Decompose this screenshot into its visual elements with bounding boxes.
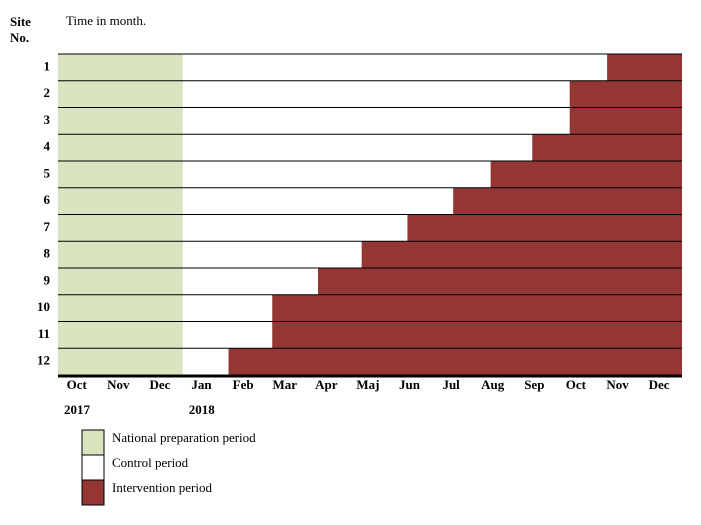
x-tick-label: Jul: [442, 377, 460, 392]
period-bar: [58, 134, 183, 161]
period-bar: [569, 107, 682, 135]
period-bar: [58, 161, 183, 188]
period-bar: [58, 321, 183, 349]
x-tick-label: Feb: [233, 377, 254, 392]
site-label: 10: [37, 299, 50, 314]
period-bar: [58, 214, 183, 242]
site-label: 7: [44, 219, 51, 234]
x-tick-label: Maj: [356, 377, 379, 392]
period-bar: [58, 348, 183, 375]
period-bar: [272, 294, 682, 322]
period-bar: [361, 241, 682, 268]
period-bar: [569, 80, 682, 108]
legend-label: National preparation period: [112, 430, 256, 445]
x-tick-label: Nov: [606, 377, 629, 392]
site-label: 12: [37, 353, 50, 368]
site-label: 9: [44, 272, 51, 287]
site-label: 8: [44, 246, 51, 261]
period-bar: [58, 187, 183, 215]
period-bar: [490, 161, 682, 188]
period-bar: [182, 134, 533, 161]
year-label: 2018: [189, 402, 216, 417]
x-tick-label: Sep: [524, 377, 544, 392]
site-label: 2: [44, 85, 51, 100]
period-bar: [182, 268, 318, 295]
period-bar: [182, 294, 273, 322]
period-bar: [272, 321, 682, 349]
x-tick-label: Apr: [315, 377, 338, 392]
legend-label: Control period: [112, 455, 189, 470]
period-bar: [182, 107, 570, 135]
period-bar: [453, 187, 682, 215]
period-bar: [182, 80, 570, 108]
period-bar: [182, 187, 454, 215]
period-bar: [407, 214, 682, 242]
x-tick-label: Dec: [649, 377, 670, 392]
chart-title: Time in month.: [66, 13, 146, 28]
x-tick-label: Jan: [191, 377, 212, 392]
period-bar: [182, 54, 608, 81]
period-bar: [58, 294, 183, 322]
site-label: 4: [44, 139, 51, 154]
period-bar: [228, 348, 682, 375]
legend-swatch: [81, 454, 105, 481]
site-label: 11: [38, 326, 50, 341]
period-bar: [607, 54, 682, 81]
legend-swatch: [81, 429, 105, 456]
period-bar: [58, 54, 183, 81]
period-bar: [58, 268, 183, 295]
legend-swatch: [81, 479, 105, 506]
x-tick-label: Aug: [481, 377, 505, 392]
y-axis-label: Site No.: [10, 14, 31, 45]
x-tick-label: Dec: [149, 377, 170, 392]
period-bar: [182, 161, 491, 188]
period-bar: [182, 348, 229, 375]
year-label: 2017: [64, 402, 91, 417]
period-bar: [58, 241, 183, 268]
period-bar: [182, 241, 362, 268]
x-tick-label: Mar: [272, 377, 297, 392]
legend-label: Intervention period: [112, 480, 212, 495]
site-label: 6: [44, 192, 51, 207]
x-tick-label: Oct: [566, 377, 587, 392]
period-bar: [58, 107, 183, 135]
x-tick-label: Nov: [107, 377, 130, 392]
x-tick-label: Oct: [67, 377, 88, 392]
period-bar: [532, 134, 682, 161]
period-bar: [182, 321, 273, 349]
period-bar: [318, 268, 682, 295]
period-bar: [58, 80, 183, 108]
site-label: 5: [44, 165, 51, 180]
site-label: 1: [44, 58, 51, 73]
period-bar: [182, 214, 408, 242]
site-label: 3: [44, 112, 51, 127]
x-tick-label: Jun: [399, 377, 421, 392]
